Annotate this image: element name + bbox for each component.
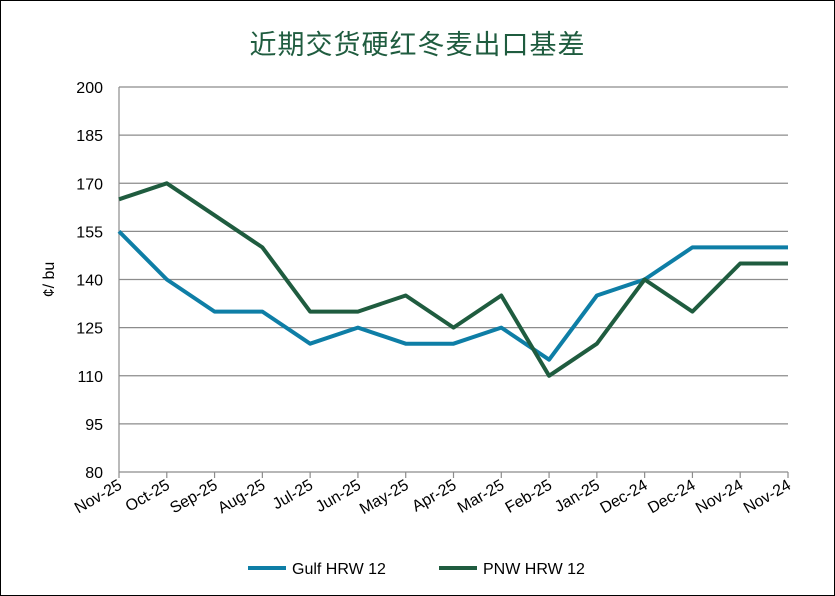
y-tick-label: 125 — [76, 321, 103, 338]
x-tick-label: Apr-25 — [409, 477, 459, 516]
y-tick-label: 170 — [76, 176, 103, 193]
x-tick-label: Aug-25 — [215, 477, 268, 518]
series-line — [118, 181, 788, 378]
x-tick-label: Nov-24 — [741, 477, 794, 518]
legend-label: Gulf HRW 12 — [292, 561, 386, 578]
series-lines — [117, 181, 788, 378]
axes — [118, 87, 789, 478]
y-tick-label: 140 — [76, 273, 103, 290]
y-tick-label: 155 — [76, 224, 103, 241]
chart-title: 近期交货硬红冬麦出口基差 — [249, 30, 586, 61]
x-tick-label: Nov-24 — [693, 477, 746, 518]
series-line — [117, 229, 788, 362]
x-tick-label: Sep-25 — [167, 477, 220, 518]
x-tick-label: Dec-24 — [597, 477, 650, 518]
x-tick-label: Jul-25 — [270, 477, 316, 514]
legend-label: PNW HRW 12 — [483, 561, 585, 578]
x-tick-label: Jun-25 — [313, 477, 364, 516]
x-tick-label: Oct-25 — [123, 477, 173, 516]
y-tick-label: 80 — [85, 465, 103, 482]
gridlines — [119, 86, 788, 425]
x-tick-label: Dec-24 — [645, 477, 698, 518]
y-axis-label: ¢/ bu — [41, 262, 58, 298]
x-tick-label: Nov-25 — [72, 477, 125, 518]
x-tick-label: Jan-25 — [552, 477, 603, 516]
y-tick-label: 95 — [85, 417, 103, 434]
x-tick-label: Feb-25 — [503, 477, 555, 517]
y-tick-label: 110 — [77, 369, 103, 386]
x-tick-label: May-25 — [357, 477, 412, 518]
legend: Gulf HRW 12 PNW HRW 12 — [248, 561, 585, 578]
x-tick-label: Mar-25 — [455, 477, 507, 517]
y-tick-label: 185 — [76, 128, 103, 145]
y-tick-label: 200 — [76, 80, 103, 97]
y-tick-labels: 80 95 110 125 140 155 170 185 200 — [76, 80, 103, 482]
